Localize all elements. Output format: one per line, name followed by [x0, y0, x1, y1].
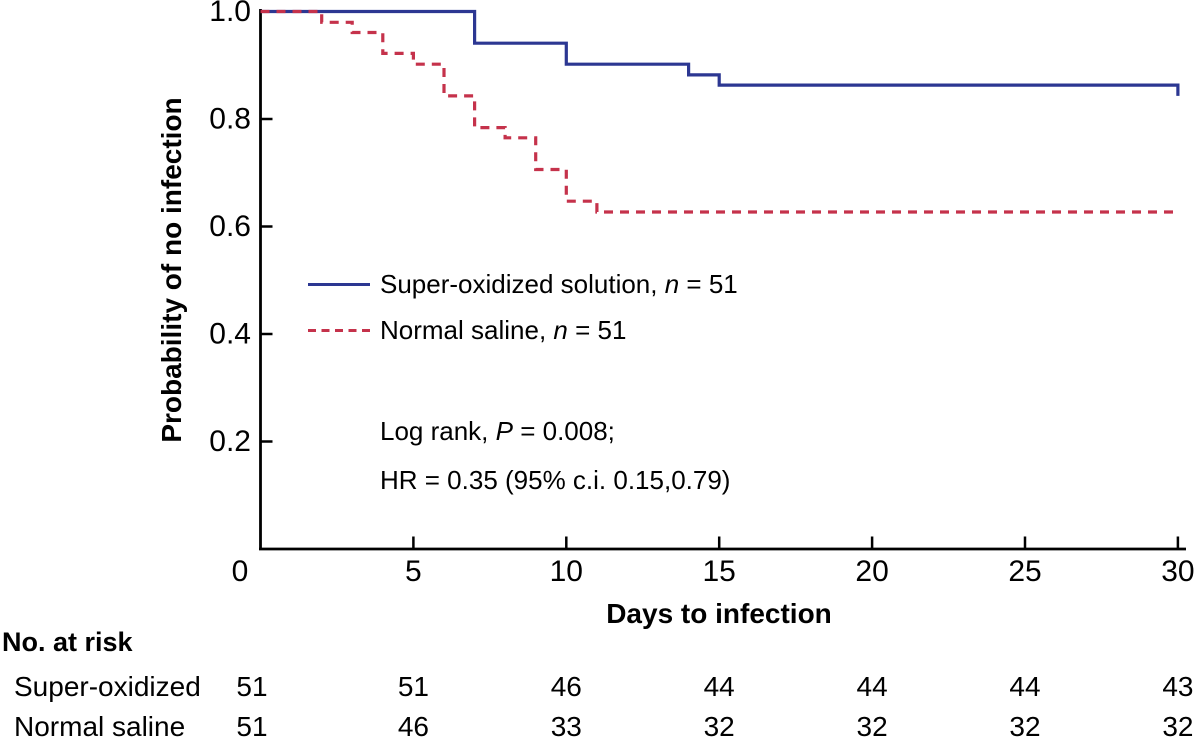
risk-count: 32 [1162, 711, 1194, 742]
legend: Super-oxidized solution, n = 51 Normal s… [308, 269, 738, 361]
risk-count: 51 [397, 671, 429, 702]
risk-count: 32 [1009, 711, 1041, 742]
x-axis-title: Days to infection [606, 598, 832, 629]
x-tick-label: 10 [550, 555, 583, 588]
risk-count: 33 [550, 711, 582, 742]
legend-item-normal-saline: Normal saline, n = 51 [308, 315, 738, 345]
legend-label-super-oxidized: Super-oxidized solution, n = 51 [380, 269, 738, 299]
y-tick-label: 0.6 [209, 210, 251, 243]
x-tick-label: 0 [232, 555, 249, 588]
stats-annotation: Log rank, P = 0.008; HR = 0.35 (95% c.i.… [380, 416, 730, 514]
x-tick-label: 30 [1161, 555, 1194, 588]
x-tick-label: 20 [855, 555, 888, 588]
risk-count: 32 [856, 711, 888, 742]
risk-row-label-super-oxidized: Super-oxidized [14, 671, 201, 702]
solid-line-swatch [308, 282, 370, 286]
x-tick-label: 5 [405, 555, 422, 588]
risk-count: 46 [550, 671, 582, 702]
y-axis-title: Probability of no infection [156, 97, 187, 443]
log-rank-line: Log rank, P = 0.008; [380, 416, 615, 446]
y-tick-label: 0.4 [209, 318, 251, 351]
risk-count: 43 [1162, 671, 1194, 702]
risk-count: 44 [1009, 671, 1041, 702]
dashed-line-swatch [308, 328, 370, 332]
x-tick-label: 15 [703, 555, 736, 588]
y-tick-label: 1.0 [209, 0, 251, 28]
risk-count: 51 [236, 711, 268, 742]
risk-count: 46 [397, 711, 429, 742]
x-tick-label: 25 [1008, 555, 1041, 588]
legend-item-super-oxidized: Super-oxidized solution, n = 51 [308, 269, 738, 299]
risk-row-label-normal-saline: Normal saline [14, 711, 186, 742]
risk-count: 51 [236, 671, 268, 702]
curve-super-oxidized-solution [260, 9, 1180, 96]
risk-count: 44 [856, 671, 888, 702]
y-tick-label: 0.8 [209, 103, 251, 136]
hazard-ratio-line: HR = 0.35 (95% c.i. 0.15,0.79) [380, 465, 731, 495]
y-tick-label: 0.2 [209, 425, 251, 458]
curve-normal-saline [260, 9, 1178, 214]
risk-count: 32 [703, 711, 735, 742]
risk-table-title: No. at risk [2, 627, 133, 657]
risk-count: 44 [703, 671, 735, 702]
legend-label-normal-saline: Normal saline, n = 51 [380, 315, 627, 345]
